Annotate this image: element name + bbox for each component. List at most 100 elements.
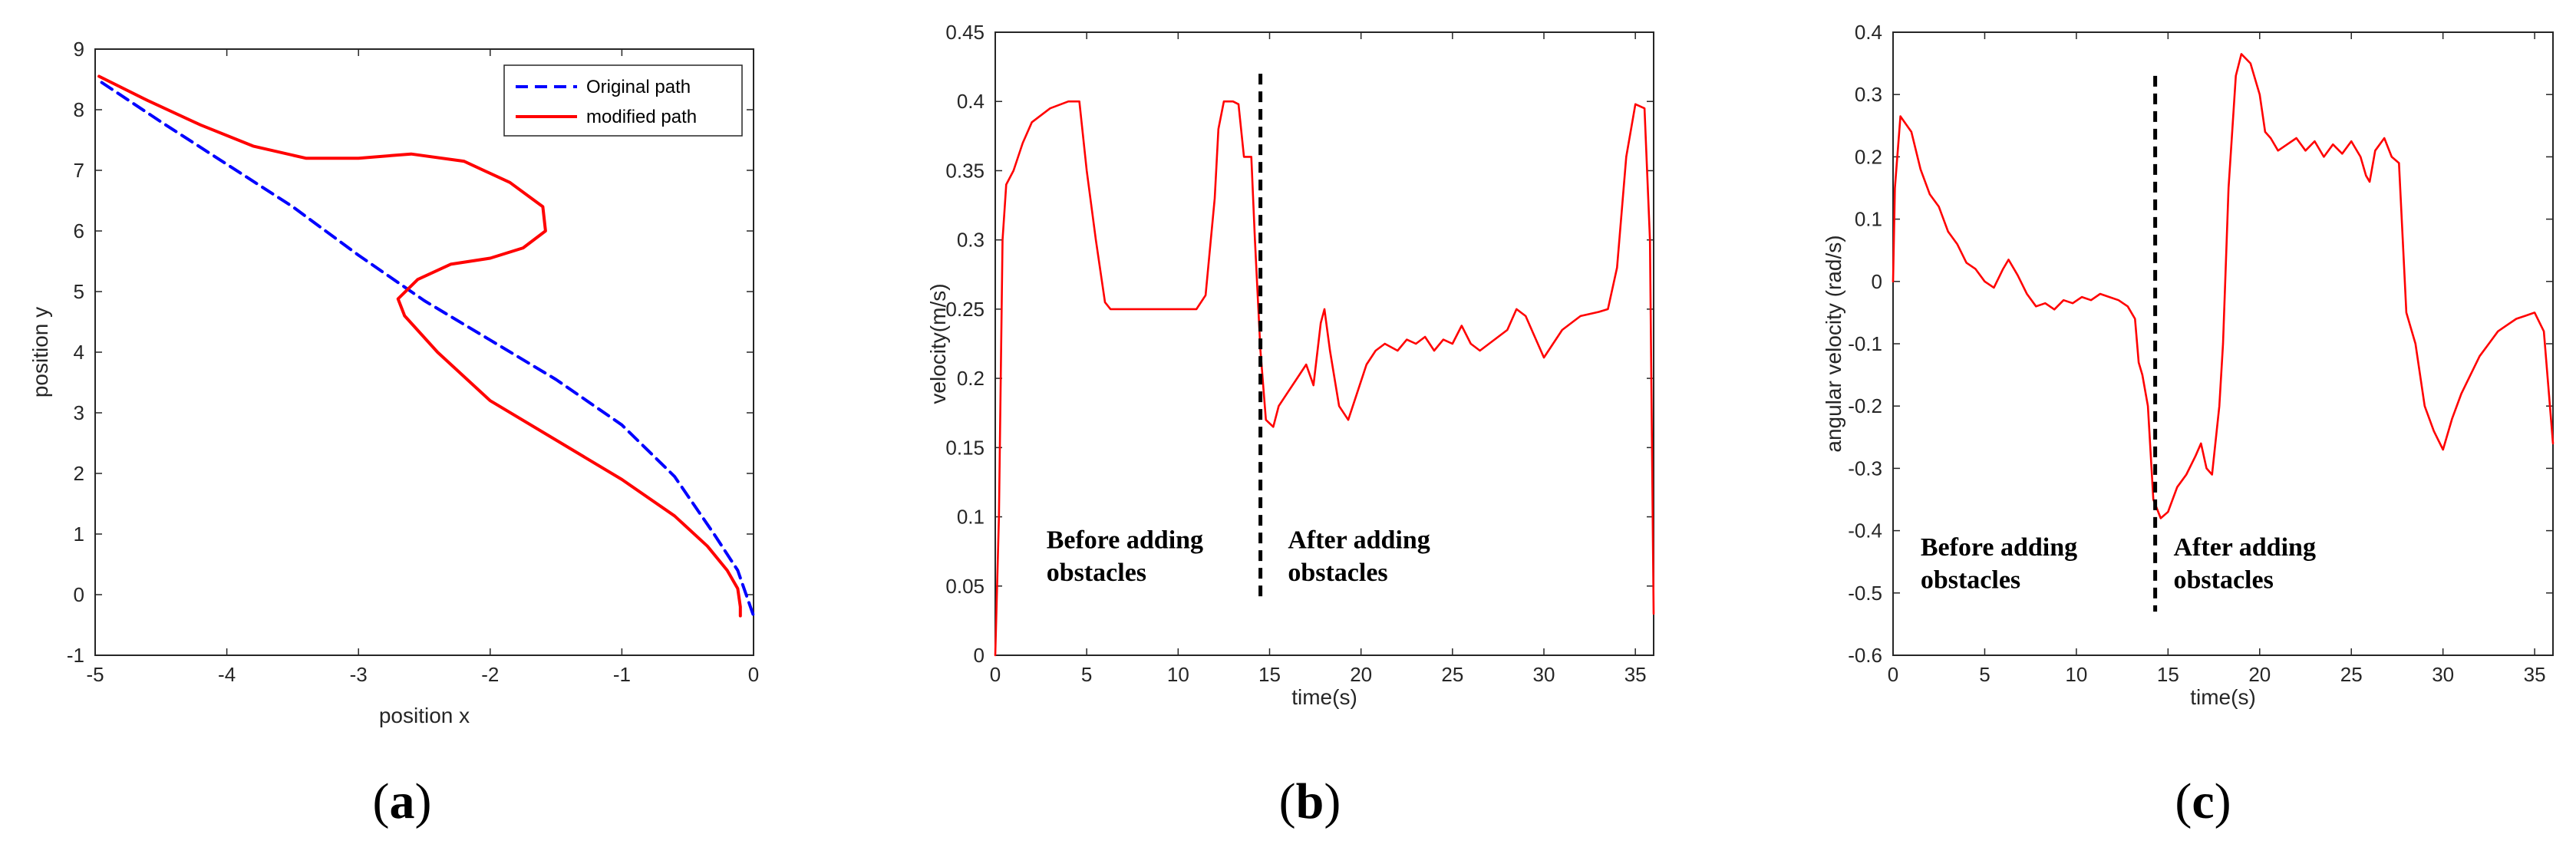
x-tick-label: 0 (748, 663, 759, 686)
y-tick-label: 0.3 (957, 229, 985, 252)
y-tick-label: 0 (1872, 270, 1882, 293)
y-tick-label: 0.45 (945, 21, 985, 44)
legend-label-modified-path: modified path (586, 107, 697, 127)
y-tick-label: -0.3 (1848, 457, 1882, 480)
x-tick-label: 5 (1081, 663, 1092, 686)
y-tick-label: 0.4 (1855, 21, 1882, 44)
chart-c-angular-velocity-plot: 0 5 10 15 20 25 30 35 -0.6 -0.5 -0.4 -0.3 -0.2 -0.1 0… (1822, 21, 2555, 709)
x-tick-label: -5 (86, 663, 104, 686)
chart-c-ylabel: angular velocity (rad/s) (1822, 235, 1845, 452)
legend-label-original-path: Original path (586, 77, 691, 97)
y-tick-label: -0.2 (1848, 394, 1882, 417)
chart-c-y-ticks: -0.6 -0.5 -0.4 -0.3 -0.2 -0.1 0 0.1 0.2 0.3 0.4 (1848, 21, 2553, 667)
panel-label-b: (b) (1279, 773, 1341, 829)
annotation-line: Before adding (1921, 533, 2077, 562)
panel-label-c: (c) (2175, 773, 2231, 829)
annotation-line: Before adding (1047, 526, 1203, 555)
x-tick-label: 20 (2248, 663, 2271, 686)
y-tick-label: -0.4 (1848, 519, 1882, 542)
series-line-original-path (100, 81, 755, 618)
y-tick-label: 0.2 (957, 367, 985, 390)
x-tick-label: 5 (1979, 663, 1990, 686)
chart-b-plot-area (994, 31, 1654, 656)
chart-b-annotations: Before adding obstacles After adding obstac… (1047, 526, 1430, 588)
legend-box (503, 64, 743, 137)
y-tick-label: 1 (74, 523, 84, 546)
x-tick-label: 35 (2524, 663, 2546, 686)
annotation-line: After adding (1288, 526, 1430, 555)
y-tick-label: 9 (74, 38, 84, 61)
y-tick-label: 5 (74, 280, 84, 303)
y-tick-label: -0.6 (1848, 644, 1882, 667)
y-tick-label: 4 (74, 341, 84, 364)
y-tick-label: 0 (74, 583, 84, 606)
x-tick-label: -2 (481, 663, 499, 686)
chart-a-series (97, 74, 755, 618)
chart-c-series (1892, 53, 2555, 519)
chart-c-x-ticks: 0 5 10 15 20 25 30 35 (1888, 32, 2546, 686)
x-tick-label: 20 (1350, 663, 1372, 686)
chart-a-x-ticks: -5 -4 -3 -2 -1 0 (86, 49, 759, 686)
x-tick-label: 15 (2157, 663, 2179, 686)
chart-b-xlabel: time(s) (1291, 685, 1357, 709)
chart-a-plot-area (94, 48, 754, 656)
x-tick-label: 15 (1258, 663, 1281, 686)
x-tick-label: -4 (218, 663, 236, 686)
chart-a-y-ticks: -1 0 1 2 3 4 5 6 7 8 9 (67, 38, 754, 667)
panel-label-a: (a) (373, 773, 432, 829)
x-tick-label: 10 (1167, 663, 1189, 686)
y-tick-label: 0.2 (1855, 145, 1882, 168)
y-tick-label: 0.4 (957, 90, 985, 113)
annotation-line: obstacles (2174, 565, 2274, 594)
x-tick-label: 30 (2432, 663, 2454, 686)
y-tick-label: 8 (74, 98, 84, 121)
y-tick-label: 2 (74, 462, 84, 485)
annotation-label: After adding obstacles (2174, 533, 2316, 595)
y-tick-label: 7 (74, 159, 84, 182)
x-tick-label: 10 (2065, 663, 2087, 686)
chart-b-y-ticks: 0 0.05 0.1 0.15 0.2 0.25 0.3 0.35 0.4 0.45 (945, 21, 1654, 667)
series-line-angular-velocity (1892, 53, 2555, 519)
chart-a-legend: Original path modified path (503, 64, 743, 137)
chart-b-velocity-plot: 0 5 10 15 20 25 30 35 0 0.05 0.1 0.15 0.2 0.25 0.3 0.3… (926, 21, 1655, 709)
y-tick-label: 6 (74, 219, 84, 242)
x-tick-label: 25 (2340, 663, 2363, 686)
y-tick-label: 0.1 (957, 506, 985, 529)
series-line-velocity (994, 100, 1655, 657)
x-tick-label: 0 (990, 663, 1001, 686)
chart-c-plot-area (1892, 31, 2554, 656)
chart-c-annotations: Before adding obstacles After adding obstac… (1921, 533, 2316, 595)
annotation-line: obstacles (1047, 559, 1146, 587)
y-tick-label: 0.35 (945, 159, 985, 182)
x-tick-label: -3 (350, 663, 368, 686)
y-tick-label: 0.25 (945, 298, 985, 321)
x-tick-label: 30 (1533, 663, 1555, 686)
annotation-line: obstacles (1288, 559, 1387, 587)
y-tick-label: 0.1 (1855, 208, 1882, 231)
series-line-modified-path (97, 74, 742, 618)
y-tick-label: 0 (974, 644, 985, 667)
x-tick-label: 0 (1888, 663, 1898, 686)
y-tick-label: 0.05 (945, 575, 985, 598)
annotation-line: obstacles (1921, 565, 2020, 594)
x-tick-label: 35 (1624, 663, 1647, 686)
y-tick-label: -0.5 (1848, 582, 1882, 605)
x-tick-label: -1 (613, 663, 631, 686)
chart-a-xlabel: position x (379, 704, 470, 727)
x-tick-label: 25 (1441, 663, 1463, 686)
chart-b-series (994, 100, 1655, 657)
chart-c-xlabel: time(s) (2190, 685, 2256, 709)
y-tick-label: 0.15 (945, 436, 985, 459)
annotation-label: Before adding obstacles (1047, 526, 1203, 588)
y-tick-label: 3 (74, 401, 84, 424)
chart-a-ylabel: position y (28, 307, 52, 397)
chart-a-path-plot: -5 -4 -3 -2 -1 0 -1 0 1 2 3 4 5 6 7 8 9 position x posi… (28, 38, 759, 727)
chart-b-ylabel: velocity(m/s) (926, 283, 950, 404)
annotation-label: Before adding obstacles (1921, 533, 2077, 595)
annotation-line: After adding (2174, 533, 2316, 562)
y-tick-label: -1 (67, 644, 84, 667)
y-tick-label: -0.1 (1848, 332, 1882, 355)
y-tick-label: 0.3 (1855, 83, 1882, 106)
annotation-label: After adding obstacles (1288, 526, 1430, 588)
